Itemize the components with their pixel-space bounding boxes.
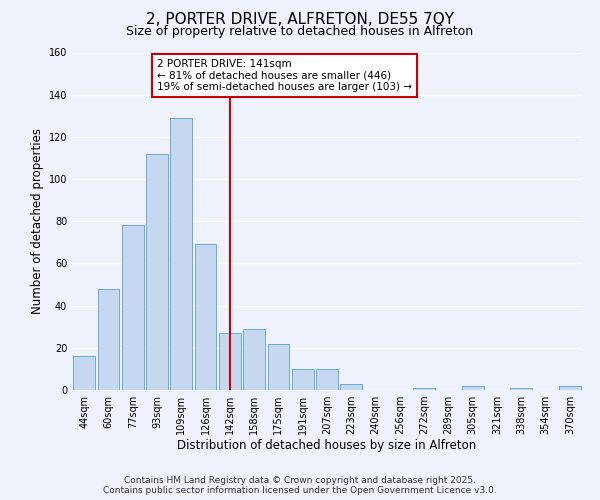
Text: 2, PORTER DRIVE, ALFRETON, DE55 7QY: 2, PORTER DRIVE, ALFRETON, DE55 7QY [146, 12, 454, 28]
Bar [146, 154, 168, 390]
Bar [559, 386, 581, 390]
Bar [97, 289, 119, 390]
Bar [243, 329, 265, 390]
Bar [73, 356, 95, 390]
Bar [170, 118, 192, 390]
Bar [511, 388, 532, 390]
Bar [219, 333, 241, 390]
Bar [292, 369, 314, 390]
Text: Contains HM Land Registry data © Crown copyright and database right 2025.
Contai: Contains HM Land Registry data © Crown c… [103, 476, 497, 495]
Bar [194, 244, 217, 390]
Text: Size of property relative to detached houses in Alfreton: Size of property relative to detached ho… [127, 25, 473, 38]
Y-axis label: Number of detached properties: Number of detached properties [31, 128, 44, 314]
Bar [268, 344, 289, 390]
Text: 2 PORTER DRIVE: 141sqm
← 81% of detached houses are smaller (446)
19% of semi-de: 2 PORTER DRIVE: 141sqm ← 81% of detached… [157, 59, 412, 92]
Bar [122, 226, 143, 390]
Bar [340, 384, 362, 390]
X-axis label: Distribution of detached houses by size in Alfreton: Distribution of detached houses by size … [178, 438, 476, 452]
Bar [316, 369, 338, 390]
Bar [413, 388, 435, 390]
Bar [462, 386, 484, 390]
